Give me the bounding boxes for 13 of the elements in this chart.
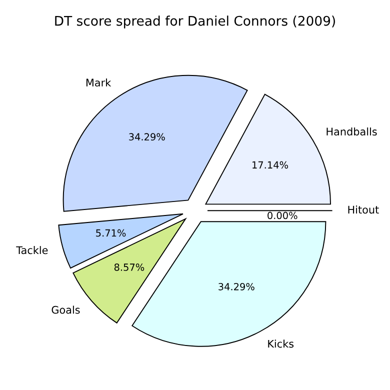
data-label: 34.29% bbox=[129, 133, 165, 141]
data-label: 8.57% bbox=[114, 264, 144, 271]
data-label: 17.14% bbox=[252, 161, 288, 169]
slice-label: Kicks bbox=[268, 340, 294, 348]
text: 0.00% bbox=[268, 212, 298, 220]
slice-label: Tackle bbox=[16, 246, 48, 254]
data-label: 5.71% bbox=[96, 229, 126, 237]
category-label: Hitout bbox=[348, 206, 379, 214]
slice-label: Goals bbox=[52, 306, 80, 314]
slice-label: Handballs bbox=[326, 127, 377, 136]
data-label: 34.29% bbox=[218, 283, 254, 290]
chart-title: DT score spread for Daniel Connors (2009) bbox=[55, 16, 335, 28]
slice-label: Mark bbox=[86, 78, 112, 87]
